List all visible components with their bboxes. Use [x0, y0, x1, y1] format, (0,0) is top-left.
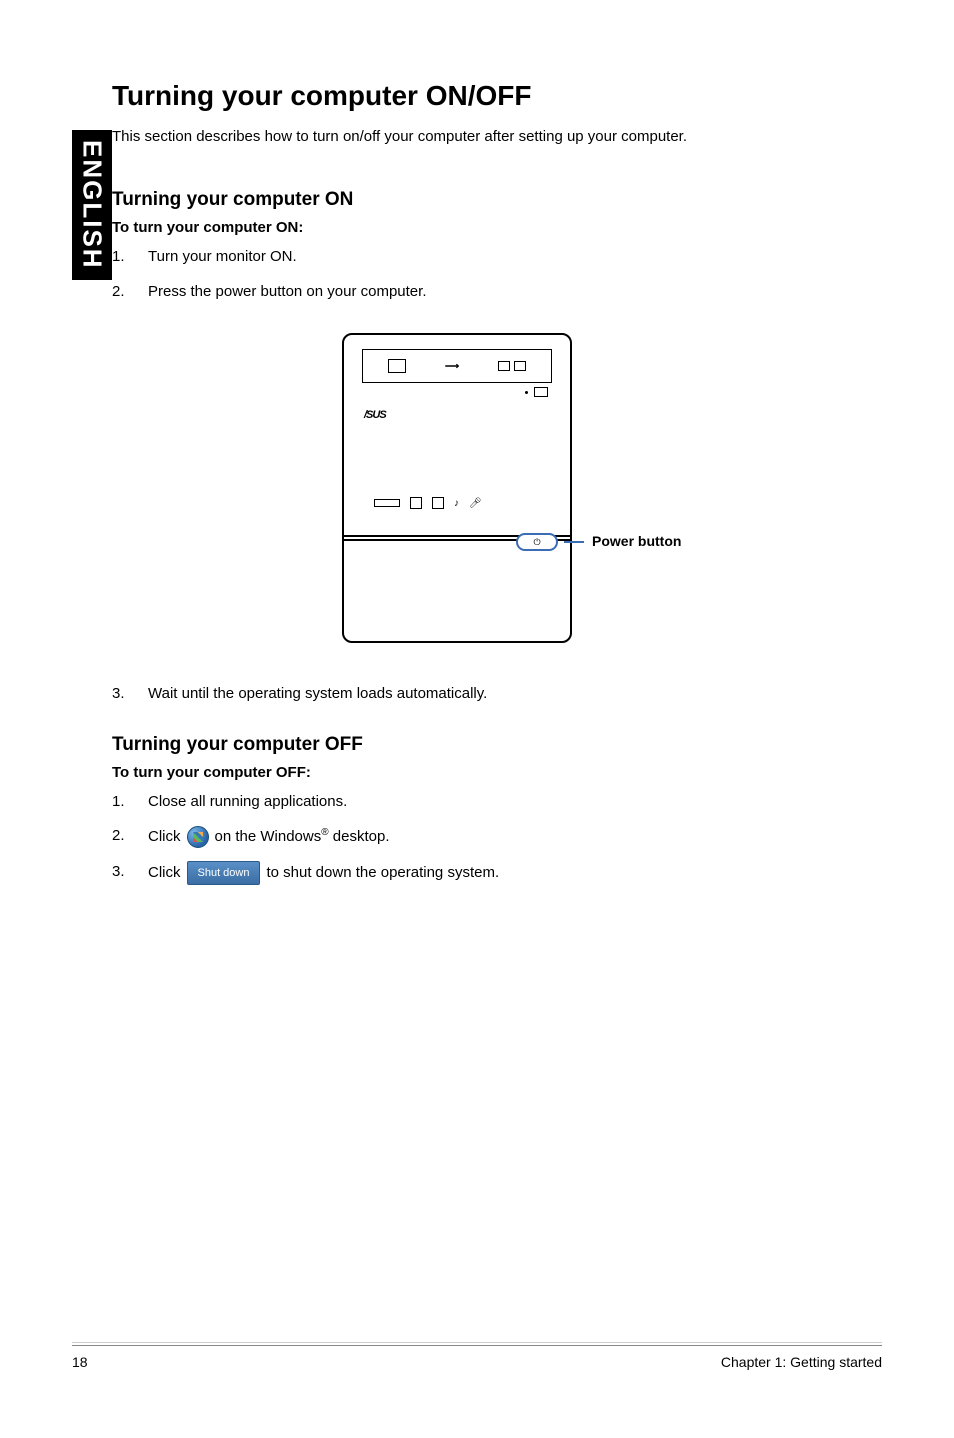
- step-text: Turn your monitor ON.: [148, 246, 882, 269]
- eject-icon: [534, 387, 548, 397]
- shutdown-button-image: Shut down: [187, 861, 261, 886]
- optical-drive-panel: ⟶: [362, 349, 552, 383]
- card-reader-icon: [374, 499, 400, 507]
- off-steps-list: 1. Close all running applications. 2. Cl…: [112, 791, 882, 886]
- computer-diagram: ⟶ /SUS ♪ 🎤︎ ⏻: [282, 333, 712, 643]
- on-step-1: 1. Turn your monitor ON.: [112, 246, 882, 269]
- on-step-2: 2. Press the power button on your comput…: [112, 281, 882, 304]
- step-number: 1.: [112, 246, 148, 269]
- front-io-panel: ♪ 🎤︎: [374, 497, 482, 509]
- page-number: 18: [72, 1354, 88, 1370]
- format-box: [514, 361, 526, 371]
- section-off-instruction: To turn your computer OFF:: [112, 764, 882, 781]
- step-text: Click Shut down to shut down the operati…: [148, 861, 882, 886]
- text-fragment: Click: [148, 826, 181, 849]
- asus-logo: /SUS: [364, 409, 386, 421]
- on-step-3: 3. Wait until the operating system loads…: [112, 683, 882, 706]
- computer-tower: ⟶ /SUS ♪ 🎤︎ ⏻: [342, 333, 572, 643]
- headphone-icon: ♪: [454, 498, 459, 509]
- step-number: 3.: [112, 683, 148, 706]
- usb-port-icon: [432, 497, 444, 509]
- step-text: Click on the Windows® desktop.: [148, 825, 882, 849]
- step-number: 1.: [112, 791, 148, 814]
- on-steps-list-cont: 3. Wait until the operating system loads…: [112, 683, 882, 706]
- text-fragment: Click: [148, 862, 181, 885]
- language-label: ENGLISH: [77, 140, 108, 270]
- disc-icon: [388, 359, 406, 373]
- step-number: 3.: [112, 861, 148, 886]
- power-icon: ⏻: [533, 537, 540, 548]
- chapter-label: Chapter 1: Getting started: [721, 1354, 882, 1370]
- step-text: Wait until the operating system loads au…: [148, 683, 882, 706]
- intro-text: This section describes how to turn on/of…: [112, 126, 882, 147]
- pinhole-icon: [525, 391, 528, 394]
- off-step-2: 2. Click on the Windows® desktop.: [112, 825, 882, 849]
- callout-line: [564, 541, 584, 543]
- step-text: Close all running applications.: [148, 791, 882, 814]
- eject-row: [525, 387, 548, 397]
- language-tab: ENGLISH: [72, 130, 112, 280]
- bluray-icon: ⟶: [445, 361, 459, 372]
- section-on-title: Turning your computer ON: [112, 189, 882, 211]
- main-heading: Turning your computer ON/OFF: [112, 80, 882, 112]
- off-step-3: 3. Click Shut down to shut down the oper…: [112, 861, 882, 886]
- windows-start-icon: [187, 826, 209, 848]
- power-button-label: Power button: [592, 533, 681, 549]
- format-icons: [498, 361, 526, 371]
- page-content: Turning your computer ON/OFF This sectio…: [112, 80, 882, 897]
- text-fragment: on the Windows® desktop.: [215, 825, 390, 849]
- text-part: desktop.: [329, 828, 390, 845]
- section-on-instruction: To turn your computer ON:: [112, 219, 882, 236]
- step-number: 2.: [112, 281, 148, 304]
- mic-icon: 🎤︎: [469, 498, 482, 509]
- usb-port-icon: [410, 497, 422, 509]
- text-part: on the Windows: [215, 828, 322, 845]
- format-box: [498, 361, 510, 371]
- step-text: Press the power button on your computer.: [148, 281, 882, 304]
- step-number: 2.: [112, 825, 148, 849]
- text-fragment: to shut down the operating system.: [266, 862, 499, 885]
- on-steps-list: 1. Turn your monitor ON. 2. Press the po…: [112, 246, 882, 303]
- off-step-1: 1. Close all running applications.: [112, 791, 882, 814]
- registered-symbol: ®: [321, 827, 328, 838]
- power-button: ⏻: [516, 533, 558, 551]
- page-footer: 18 Chapter 1: Getting started: [72, 1345, 882, 1370]
- section-off-title: Turning your computer OFF: [112, 734, 882, 756]
- shutdown-button-label: Shut down: [187, 861, 261, 886]
